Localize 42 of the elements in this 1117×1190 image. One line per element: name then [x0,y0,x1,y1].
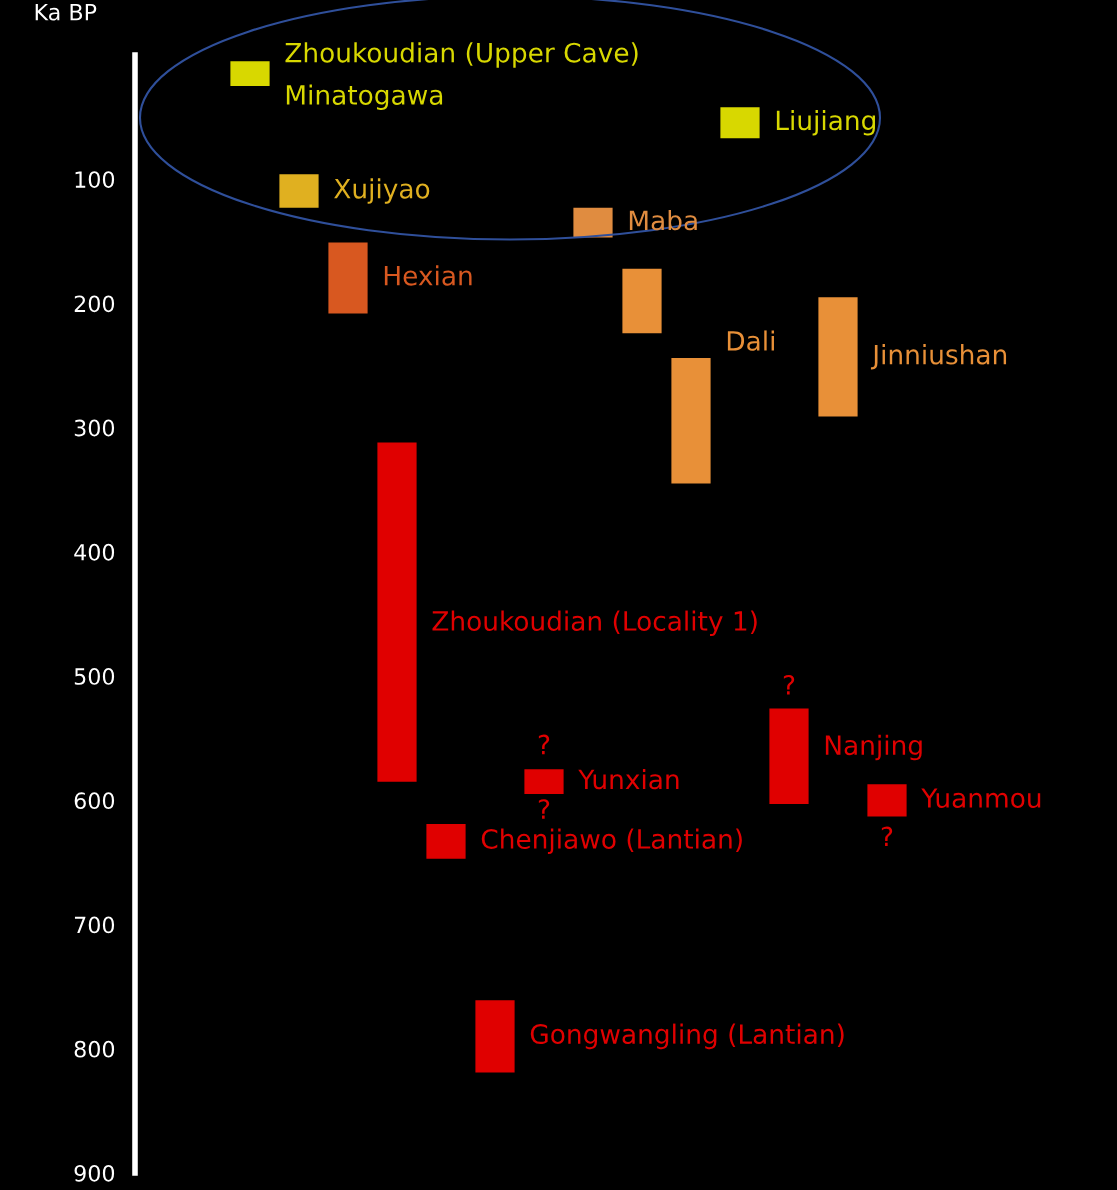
annotation: Yunxian [578,768,679,790]
y-tick-label: 500 [74,668,115,685]
y-tick-label: 600 [74,792,115,810]
bar [818,297,858,417]
y-tick-label: 100 [75,171,115,188]
bar [426,823,466,859]
annotation: Zhoukoudian (Upper Cave) [285,42,638,68]
annotation: ? [538,734,550,755]
bar [279,174,319,208]
bar [328,242,368,314]
annotation: Nanjing [825,734,922,761]
bar [524,769,564,795]
annotation: Maba [629,209,697,231]
y-tick-label: 800 [74,1040,115,1058]
annotation: Jinniushan [870,344,1007,370]
annotation: ? [881,826,893,847]
y-tick-label: 300 [74,419,115,437]
y-axis-title: Ka BP [35,3,97,21]
annotation: Gongwangling (Lantian) [530,1023,844,1050]
annotation: ? [783,674,795,695]
y-tick-label: 400 [74,543,115,561]
text: Yuanmou [921,788,1041,808]
annotation: Zhoukoudian (Locality 1) [432,610,757,637]
bar [573,207,613,238]
bar [230,61,270,87]
y-tick-label: 200 [74,295,115,313]
bar [671,358,711,484]
bar [475,1000,515,1073]
annotation: Xujiyao [334,178,430,204]
bar [769,708,809,805]
annotation: Minatogawa [286,84,443,111]
bar [720,107,760,139]
annotation: ? [538,799,550,819]
y-tick-label: 900 [74,1164,115,1182]
y-tick-label: 700 [74,916,115,934]
annotation: Hexian [384,265,472,286]
bar [867,784,907,817]
bar [622,268,662,334]
annotation: Liujiang [776,109,875,136]
annotation: Chenjiawo (Lantian) [481,828,742,855]
bar [377,442,417,782]
annotation: Dali [727,330,774,351]
